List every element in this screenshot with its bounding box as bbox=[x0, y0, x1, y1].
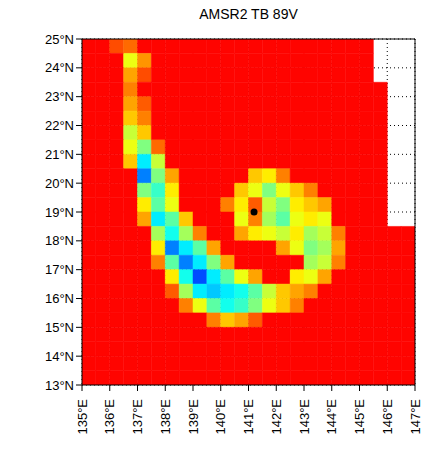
svg-text:141°E: 141°E bbox=[241, 399, 256, 435]
svg-text:136°E: 136°E bbox=[102, 399, 117, 435]
svg-text:21°N: 21°N bbox=[45, 147, 74, 162]
svg-text:137°E: 137°E bbox=[130, 399, 145, 435]
html-text:AMSR2 TB 89V: AMSR2 TB 89V bbox=[199, 6, 298, 22]
svg-text:147°E: 147°E bbox=[408, 399, 423, 435]
svg-text:135°E: 135°E bbox=[75, 399, 90, 435]
svg-text:143°E: 143°E bbox=[297, 399, 312, 435]
svg-text:14°N: 14°N bbox=[45, 349, 74, 364]
svg-text:17°N: 17°N bbox=[45, 262, 74, 277]
svg-text:24°N: 24°N bbox=[45, 60, 74, 75]
svg-text:18°N: 18°N bbox=[45, 233, 74, 248]
svg-text:142°E: 142°E bbox=[269, 399, 284, 435]
svg-text:16°N: 16°N bbox=[45, 291, 74, 306]
svg-text:138°E: 138°E bbox=[158, 399, 173, 435]
svg-text:145°E: 145°E bbox=[352, 399, 367, 435]
svg-text:22°N: 22°N bbox=[45, 118, 74, 133]
svg-text:146°E: 146°E bbox=[380, 399, 395, 435]
svg-text:13°N: 13°N bbox=[45, 378, 74, 393]
svg-text:19°N: 19°N bbox=[45, 205, 74, 220]
svg-text:23°N: 23°N bbox=[45, 89, 74, 104]
svg-text:20°N: 20°N bbox=[45, 176, 74, 191]
svg-text:25°N: 25°N bbox=[45, 32, 74, 47]
svg-text:144°E: 144°E bbox=[324, 399, 339, 435]
svg-text:15°N: 15°N bbox=[45, 320, 74, 335]
svg-text:139°E: 139°E bbox=[186, 399, 201, 435]
svg-text:140°E: 140°E bbox=[213, 399, 228, 435]
